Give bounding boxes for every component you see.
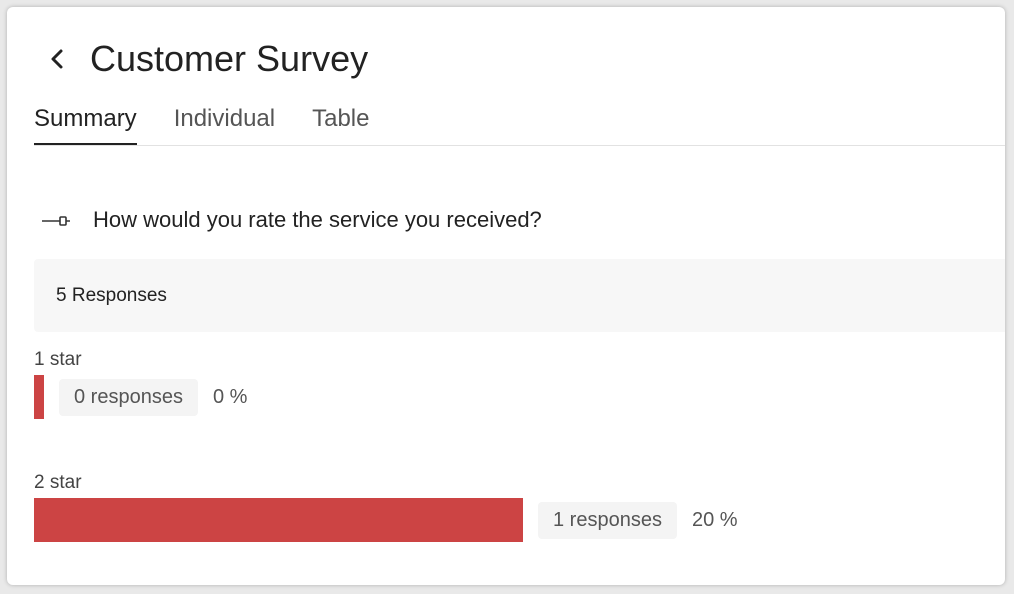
option-label: 2 star xyxy=(34,472,82,493)
percent-label: 20 % xyxy=(692,509,738,531)
rating-option: 1 star 0 responses 0 % xyxy=(34,349,994,419)
percent-label: 0 % xyxy=(213,386,248,408)
responses-pill: 0 responses xyxy=(59,379,198,416)
slider-icon xyxy=(42,216,70,226)
option-row: 1 responses 20 % xyxy=(34,498,994,542)
option-label: 1 star xyxy=(34,349,82,370)
question-text: How would you rate the service you recei… xyxy=(93,207,542,232)
tab-table[interactable]: Table xyxy=(312,105,370,132)
tab-summary[interactable]: Summary xyxy=(34,102,137,146)
rating-bar xyxy=(34,375,44,419)
chevron-left-icon xyxy=(51,49,63,69)
responses-summary: 5 Responses xyxy=(34,259,1005,332)
tabs-divider xyxy=(34,145,1005,146)
page-title: Customer Survey xyxy=(90,38,369,79)
tab-individual[interactable]: Individual xyxy=(173,105,276,132)
option-row: 0 responses 0 % xyxy=(34,375,994,419)
responses-pill: 1 responses xyxy=(538,502,677,539)
rating-option: 2 star 1 responses 20 % xyxy=(34,472,994,542)
back-button[interactable] xyxy=(41,43,73,75)
responses-count: 5 Responses xyxy=(56,285,167,306)
survey-card: Customer Survey Summary Individual Table… xyxy=(7,7,1005,585)
rating-bar xyxy=(34,498,523,542)
tab-bar: Summary Individual Table xyxy=(34,102,406,146)
